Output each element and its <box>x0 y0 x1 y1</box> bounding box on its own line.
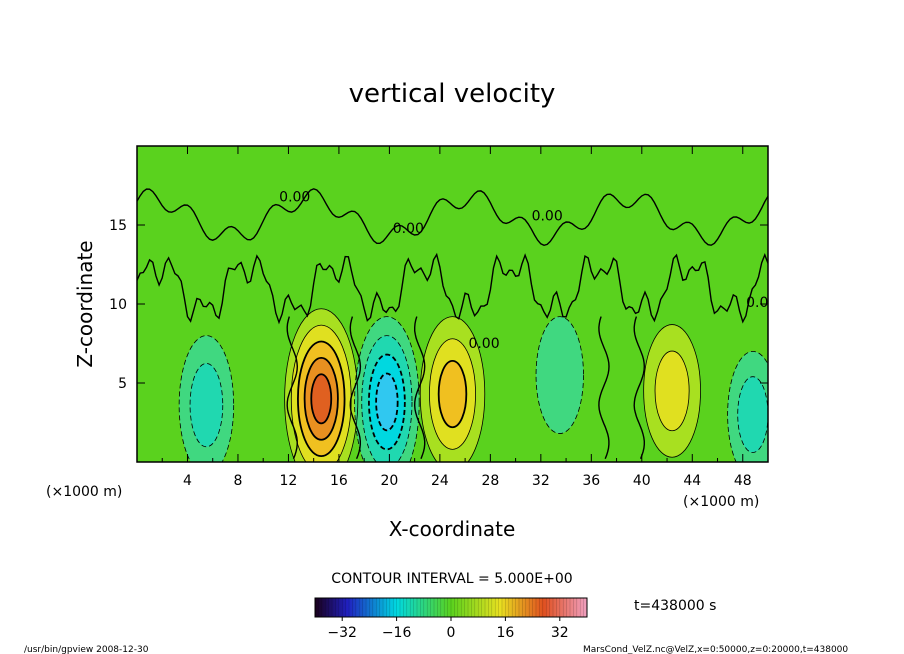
updraft-fill <box>655 351 690 431</box>
x-tick-label: 44 <box>683 473 701 489</box>
x-tick-label: 28 <box>481 473 499 489</box>
zero-contour-vertical <box>413 316 426 460</box>
contour-label: 0.00 <box>393 221 424 237</box>
downdraft-contour <box>368 353 406 451</box>
downdraft-contour <box>354 316 420 462</box>
x-tick-label: 20 <box>380 473 398 489</box>
contour-label: 0.00 <box>746 295 777 311</box>
updraft-contour <box>303 356 339 441</box>
downdraft-contour <box>535 316 584 434</box>
colorbar-stripes <box>318 598 584 617</box>
colorbar-tick-label: −32 <box>327 625 357 641</box>
zero-contour-upper <box>137 188 768 247</box>
colorbar-tick-label: 0 <box>447 625 456 641</box>
zero-contour-vertical <box>286 316 299 460</box>
x-tick-label: 48 <box>734 473 752 489</box>
y-tick-label: 5 <box>118 376 127 392</box>
downdraft-contour <box>361 335 413 462</box>
x-tick-label: 16 <box>330 473 348 489</box>
updraft-fill <box>311 374 332 424</box>
updraft-fill <box>438 360 467 428</box>
zero-contour-mid <box>137 252 768 325</box>
footer-left: /usr/bin/gpview 2008-12-30 <box>24 645 149 654</box>
x-axis: 4 8 12 16 20 24 28 32 36 40 44 48 <box>161 146 752 489</box>
updraft-contour <box>284 308 359 462</box>
updraft-contour <box>419 316 486 462</box>
downdraft-fill <box>376 373 398 431</box>
x-unit-left: (×1000 m) <box>46 484 122 500</box>
colorbar-tick-label: 16 <box>496 625 514 641</box>
contour-label: 0.00 <box>279 189 310 205</box>
footer-right: MarsCond_VelZ.nc@VelZ,x=0:50000,z=0:2000… <box>583 645 848 654</box>
contour-interval: CONTOUR INTERVAL = 5.000E+00 <box>331 571 572 587</box>
downdraft-contour <box>189 363 224 448</box>
downdraft-contour <box>727 351 768 462</box>
x-tick-label: 32 <box>532 473 550 489</box>
updraft-contour <box>297 340 346 458</box>
x-tick-label: 12 <box>280 473 298 489</box>
time-label: t=438000 s <box>634 598 716 614</box>
x-tick-label: 8 <box>233 473 242 489</box>
updraft-contour <box>429 338 476 450</box>
updraft-contour <box>437 359 468 429</box>
updraft-contour <box>310 373 333 425</box>
x-unit-right: (×1000 m) <box>683 494 759 510</box>
zero-contour-vertical <box>598 316 610 460</box>
x-tick-label: 36 <box>582 473 600 489</box>
y-axis-label: Z-coordinate <box>73 240 97 367</box>
y-tick-label: 15 <box>109 218 127 234</box>
contour-label: 0.00 <box>532 208 563 224</box>
downdraft-contour <box>737 376 768 453</box>
x-tick-label: 40 <box>633 473 651 489</box>
y-axis: 5 10 15 <box>109 218 768 392</box>
downdraft-fill <box>190 363 223 447</box>
x-axis-label: X-coordinate <box>389 517 516 541</box>
chart-title: vertical velocity <box>349 79 556 109</box>
x-tick-label: 24 <box>431 473 449 489</box>
updraft-contour <box>643 324 701 458</box>
downdraft-fill <box>737 376 768 453</box>
x-tick-label: 4 <box>183 473 192 489</box>
colorbar-tick-label: −16 <box>382 625 412 641</box>
downdraft-fill <box>536 316 584 434</box>
updraft-contour <box>654 350 690 432</box>
contour-label: 0.00 <box>468 336 499 352</box>
plot-area: 0.00 0.00 0.00 0.00 0.00 <box>137 146 777 462</box>
downdraft-contour <box>178 335 235 462</box>
colorbar-tick-label: 32 <box>551 625 569 641</box>
downdraft-contour <box>375 372 399 432</box>
colorbar-ticks: −32 −16 0 16 32 <box>327 617 569 641</box>
zero-contour-vertical <box>349 316 362 460</box>
zero-contour-vertical <box>633 316 646 460</box>
y-tick-label: 10 <box>109 297 127 313</box>
contour-layer: 0.00 0.00 0.00 0.00 0.00 <box>137 188 777 462</box>
